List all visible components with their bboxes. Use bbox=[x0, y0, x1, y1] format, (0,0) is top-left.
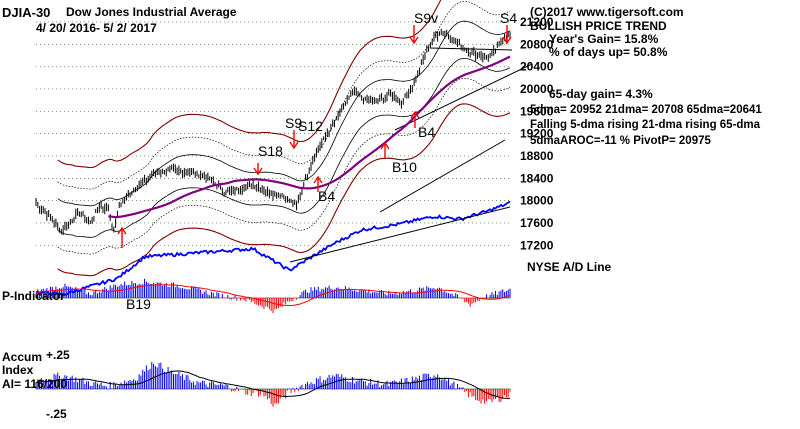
band-lines bbox=[57, 0, 511, 277]
chart-symbol: DJIA-30 bbox=[2, 5, 51, 20]
index-label: Index bbox=[2, 363, 34, 377]
trend-status: BULLISH PRICE TREND bbox=[530, 19, 667, 33]
y-tick-label: 17200 bbox=[520, 238, 554, 252]
ad-line bbox=[35, 200, 511, 296]
signal-arrow-head bbox=[410, 110, 420, 119]
ma65-curve bbox=[108, 55, 511, 219]
inner-band-line bbox=[57, 0, 511, 190]
channel-trendline bbox=[394, 63, 533, 131]
signal-label: S9 bbox=[285, 115, 302, 131]
y-tick-label: 18400 bbox=[520, 171, 554, 185]
signal-label: S18 bbox=[258, 143, 283, 159]
chart-date-range: 4/ 20/ 2016- 5/ 2/ 2017 bbox=[36, 21, 157, 35]
y-tick-label: 19200 bbox=[520, 127, 554, 141]
ad-trendline bbox=[289, 206, 511, 263]
outer-band-line bbox=[57, 0, 442, 169]
signal-label: B4 bbox=[318, 188, 335, 204]
y-tick-label: 20800 bbox=[520, 37, 554, 51]
ai-minus-25: -.25 bbox=[46, 407, 67, 421]
gain-65: 65-day gain= 4.3% bbox=[549, 87, 653, 101]
dma-values: 5dma= 20952 21dma= 20708 65dma=20641 bbox=[530, 104, 762, 116]
y-tick-label: 20400 bbox=[520, 60, 554, 74]
price-bars bbox=[35, 28, 511, 236]
signal-label: B4 bbox=[418, 124, 435, 140]
year-gain: Year's Gain= 15.8% bbox=[549, 32, 659, 46]
signal-arrow-head bbox=[380, 141, 390, 150]
signal-arrow-head bbox=[289, 141, 299, 150]
signal-label: S12 bbox=[298, 118, 323, 134]
p-indicator-panel bbox=[35, 278, 511, 314]
chart-title: Dow Jones Industrial Average bbox=[66, 5, 237, 19]
signal-label: B10 bbox=[392, 159, 417, 175]
y-tick-label: 17600 bbox=[520, 216, 554, 230]
signal-label: S9v bbox=[414, 10, 438, 26]
copyright: (C)2017 www.tigersoft.com bbox=[530, 5, 684, 19]
y-tick-label: 21200 bbox=[520, 15, 554, 29]
accum-index-panel bbox=[35, 361, 511, 407]
inner-band-line bbox=[57, 77, 511, 255]
ai-plus-25: +.25 bbox=[46, 348, 70, 362]
y-tick-label: 19600 bbox=[520, 104, 554, 118]
signal-arrow-head bbox=[409, 36, 419, 45]
smoothed-line bbox=[35, 370, 511, 400]
y-axis-ticks: 17200 17600 18000 18400 18800 19200 19600 20000… bbox=[520, 15, 554, 252]
mid-band-line bbox=[57, 20, 511, 207]
signal-label: B19 bbox=[126, 296, 151, 312]
pct-days-up: % of days up= 50.8% bbox=[549, 45, 668, 59]
smoothed-line bbox=[35, 284, 511, 306]
y-tick-label: 18800 bbox=[520, 149, 554, 163]
nyse-ad-label: NYSE A/D Line bbox=[527, 260, 612, 274]
y-tick-label: 18000 bbox=[520, 194, 554, 208]
signal-arrow-head bbox=[313, 175, 323, 184]
y-tick-label: 20000 bbox=[520, 82, 554, 96]
signal-label: S4 bbox=[500, 10, 517, 26]
signal-arrow-head bbox=[253, 167, 263, 176]
ai-value: AI= 116/200 bbox=[2, 377, 68, 391]
ad-line-curve bbox=[35, 200, 511, 296]
ma65-line bbox=[108, 55, 511, 219]
dma-trend: Falling 5-dma rising 21-dma rising 65-dm… bbox=[530, 119, 761, 131]
resistance-trendline bbox=[429, 47, 513, 51]
outer-band-line bbox=[57, 103, 511, 277]
mid-band-line bbox=[57, 57, 511, 238]
signal-arrow-head bbox=[117, 226, 127, 235]
trend-lines bbox=[379, 47, 533, 213]
aroc-pivot: 5dmaAROC=-11 % PivotP= 20975 bbox=[530, 135, 711, 147]
support-trendline bbox=[379, 139, 506, 213]
p-indicator-label: P-Indicator bbox=[2, 289, 65, 303]
accum-label: Accum bbox=[2, 350, 43, 364]
signal-arrow-head bbox=[502, 36, 512, 45]
